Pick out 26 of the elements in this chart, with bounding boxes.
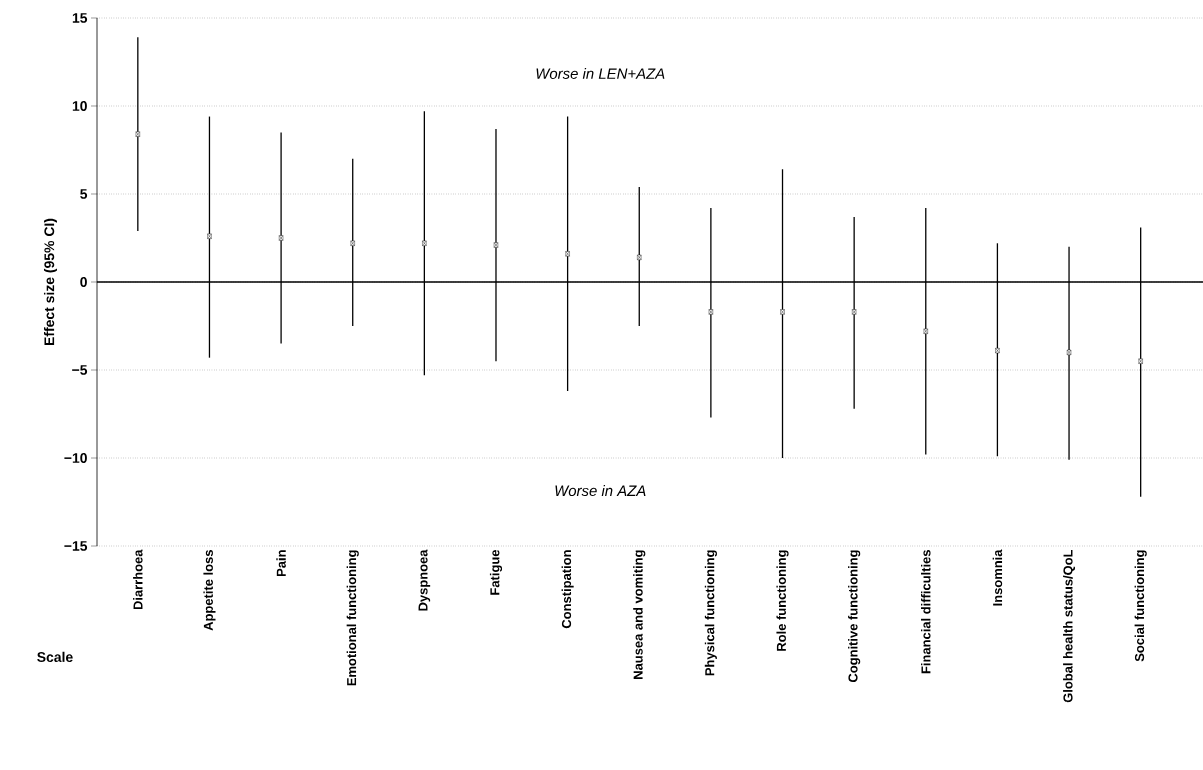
x-tick-label: Constipation (561, 550, 574, 629)
y-tick-label: 0 (80, 277, 87, 287)
annotation: Worse in AZA (555, 485, 646, 497)
y-tick-label: −10 (64, 453, 87, 463)
annotation: Worse in LEN+AZA (536, 67, 665, 79)
x-tick-label: Physical functioning (704, 550, 717, 676)
x-tick-label: Nausea and vomiting (633, 550, 646, 679)
x-tick-label: Role functioning (776, 550, 789, 651)
y-tick-label: −15 (64, 541, 88, 551)
y-tick-label: −5 (72, 365, 88, 375)
y-axis-title: Effect size (95% CI) (43, 218, 57, 346)
x-tick-label: Insomnia (992, 549, 1003, 606)
x-tick-label: Pain (276, 550, 286, 577)
x-tick-label: Financial difficulties (921, 550, 931, 674)
x-tick-label: Diarrhoea (133, 549, 143, 610)
y-tick-label: 10 (72, 101, 87, 111)
x-tick-label: Cognitive functioning (848, 550, 861, 683)
x-tick-label: Global health status/QoL (1063, 549, 1076, 703)
x-tick-label: Fatigue (489, 549, 503, 595)
y-tick-label: 15 (72, 13, 88, 23)
y-tick-label: 5 (80, 189, 88, 199)
x-tick-label: Dyspnoea (418, 549, 431, 611)
x-tick-label: Emotional functioning (346, 550, 359, 686)
x-tick-label: Social functioning (1134, 550, 1147, 662)
x-axis-title: Scale (37, 651, 73, 663)
x-tick-label: Appetite loss (203, 550, 216, 631)
